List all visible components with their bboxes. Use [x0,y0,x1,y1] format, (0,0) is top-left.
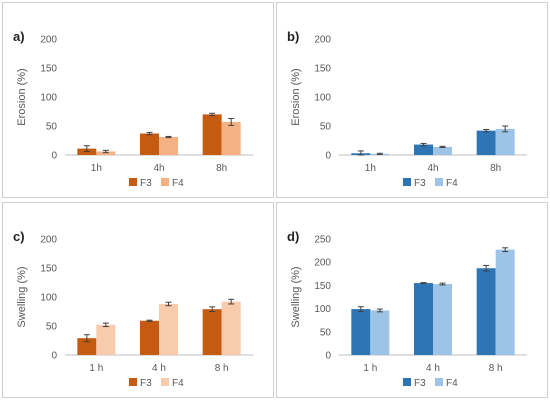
bar [370,310,390,355]
y-tick-label: 200 [40,235,57,246]
legend-label: F4 [446,178,458,189]
legend-swatch [403,178,411,186]
bar [159,137,178,155]
y-axis-title: Swelling (%) [290,266,302,327]
x-tick-label: 4 h [152,363,166,374]
x-tick-label: 1h [365,163,376,174]
x-tick-label: 4h [427,163,438,174]
y-tick-label: 100 [40,93,57,104]
y-tick-label: 100 [314,304,331,315]
legend-swatch [403,378,411,386]
legend-swatch [435,178,443,186]
y-tick-label: 0 [51,151,57,162]
y-tick-label: 150 [314,64,331,75]
legend-label: F3 [140,378,152,389]
x-tick-label: 4h [153,163,164,174]
y-tick-label: 50 [46,322,58,333]
bar [476,130,496,155]
x-tick-label: 1h [91,163,102,174]
bar [140,133,159,155]
chart-panel-c: c) 0 50 100 150 200 Swelling (%) 1 h 4 h 8 h F3 F4 [2,202,274,398]
legend-label: F3 [414,378,426,389]
y-axis-title: Erosion (%) [16,68,28,125]
y-tick-label: 100 [314,93,331,104]
bar [140,320,159,355]
y-tick-label: 150 [40,264,57,275]
legend-swatch [129,378,137,386]
y-tick-label: 150 [40,64,57,75]
x-tick-label: 4 h [426,363,440,374]
bar [96,151,116,155]
y-tick-label: 0 [325,351,331,362]
panel-label: b) [287,29,299,44]
y-tick-label: 0 [51,351,57,362]
x-tick-label: 8h [216,163,227,174]
x-tick-label: 1 h [363,363,377,374]
chart-panel-a: a) 0 50 100 150 200 Erosion (%) 1h 4h 8h F3 F4 [2,2,274,198]
y-tick-label: 200 [314,35,331,46]
bar [476,268,496,355]
bar [495,249,515,355]
chart-svg: b) 0 50 100 150 200 Erosion (%) 1h 4h 8h F3 F4 [287,29,527,189]
bar [221,121,241,155]
bar [221,301,241,355]
bar [202,114,222,155]
x-tick-label: 8 h [489,363,503,374]
y-tick-label: 200 [314,258,331,269]
x-tick-label: 8 h [215,363,229,374]
y-tick-label: 150 [314,281,331,292]
chart-svg: d) 0 50 100 150 200 250 Swelling (%) 1 h 4 h 8 h F3… [287,229,527,389]
bar [77,338,97,355]
y-tick-label: 50 [320,327,332,338]
bar [351,309,371,355]
bar [159,303,178,355]
y-tick-label: 50 [320,122,332,133]
legend-label: F4 [446,378,458,389]
y-tick-label: 250 [314,235,331,246]
legend-swatch [161,178,169,186]
y-tick-label: 0 [325,151,331,162]
legend-label: F4 [172,378,184,389]
bar [495,128,515,155]
bar [414,144,433,155]
legend-label: F4 [172,178,184,189]
bar [202,309,222,355]
panel-label: d) [287,229,299,244]
y-tick-label: 200 [40,35,57,46]
legend-swatch [435,378,443,386]
chart-svg: a) 0 50 100 150 200 Erosion (%) 1h 4h 8h F3 F4 [13,29,253,189]
y-tick-label: 100 [40,293,57,304]
panel-label: a) [13,29,25,44]
bar [433,146,452,155]
legend-swatch [129,178,137,186]
bar [96,324,116,355]
chart-panel-d: d) 0 50 100 150 200 250 Swelling (%) 1 h 4 h 8 h F3… [276,202,548,398]
chart-svg: c) 0 50 100 150 200 Swelling (%) 1 h 4 h 8 h F3 F4 [13,229,253,389]
y-axis-title: Erosion (%) [290,68,302,125]
bar [433,284,452,355]
legend-label: F3 [140,178,152,189]
chart-panel-b: b) 0 50 100 150 200 Erosion (%) 1h 4h 8h F3 F4 [276,2,548,198]
y-axis-title: Swelling (%) [16,266,28,327]
x-tick-label: 1 h [89,363,103,374]
bar [414,283,433,355]
panel-label: c) [13,229,25,244]
y-tick-label: 50 [46,122,58,133]
legend-label: F3 [414,178,426,189]
legend-swatch [161,378,169,386]
x-tick-label: 8h [490,163,501,174]
